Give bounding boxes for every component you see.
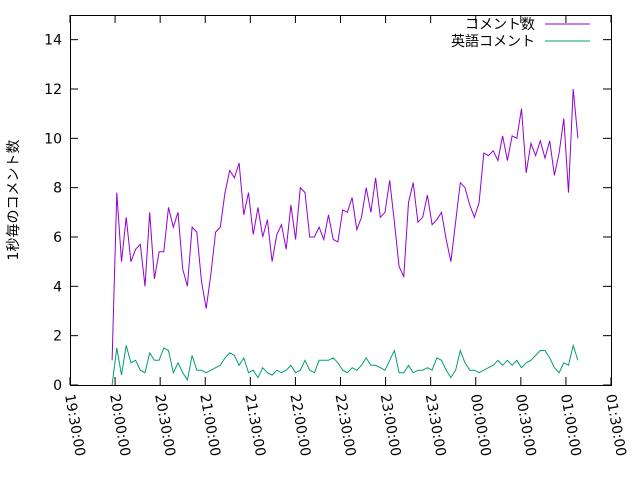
x-tick-label: 19:30:00 [61, 393, 88, 458]
y-tick-label: 10 [44, 131, 62, 147]
legend-label: 英語コメント [451, 33, 535, 50]
y-tick-label: 12 [44, 82, 62, 98]
y-tick-label: 0 [53, 378, 62, 394]
x-tick-label: 00:00:00 [467, 393, 494, 458]
series-layer [111, 88, 579, 386]
x-tick-label: 01:30:00 [602, 393, 629, 458]
series-line-0 [111, 88, 579, 361]
y-tick-label: 14 [44, 33, 62, 49]
x-tick-label: 20:00:00 [106, 393, 133, 458]
x-tick-label: 00:30:00 [512, 393, 539, 458]
y-axis-label: 1秒毎のコメント数 [6, 140, 22, 261]
x-tick-label: 22:00:00 [286, 393, 313, 458]
y-tick-label: 2 [53, 329, 62, 345]
x-axis-ticks: 19:30:00 20:00:00 20:30:00 21:00:00 21:30:00… [61, 15, 629, 458]
x-tick-label: 23:00:00 [377, 393, 404, 458]
y-tick-label: 6 [53, 230, 62, 246]
x-tick-label: 01:00:00 [557, 393, 584, 458]
y-tick-label: 4 [53, 279, 62, 295]
plot-frame [70, 15, 612, 386]
y-axis-ticks: 0 2 4 6 8 10 12 14 [44, 33, 611, 394]
x-tick-label: 23:30:00 [422, 393, 449, 458]
x-tick-label: 20:30:00 [151, 393, 178, 458]
x-tick-label: 21:00:00 [196, 393, 223, 458]
series-line-1 [111, 343, 579, 386]
legend-label: コメント数 [465, 17, 535, 33]
x-tick-label: 21:30:00 [241, 393, 268, 458]
x-tick-label: 22:30:00 [332, 393, 359, 458]
y-tick-label: 8 [53, 181, 62, 197]
